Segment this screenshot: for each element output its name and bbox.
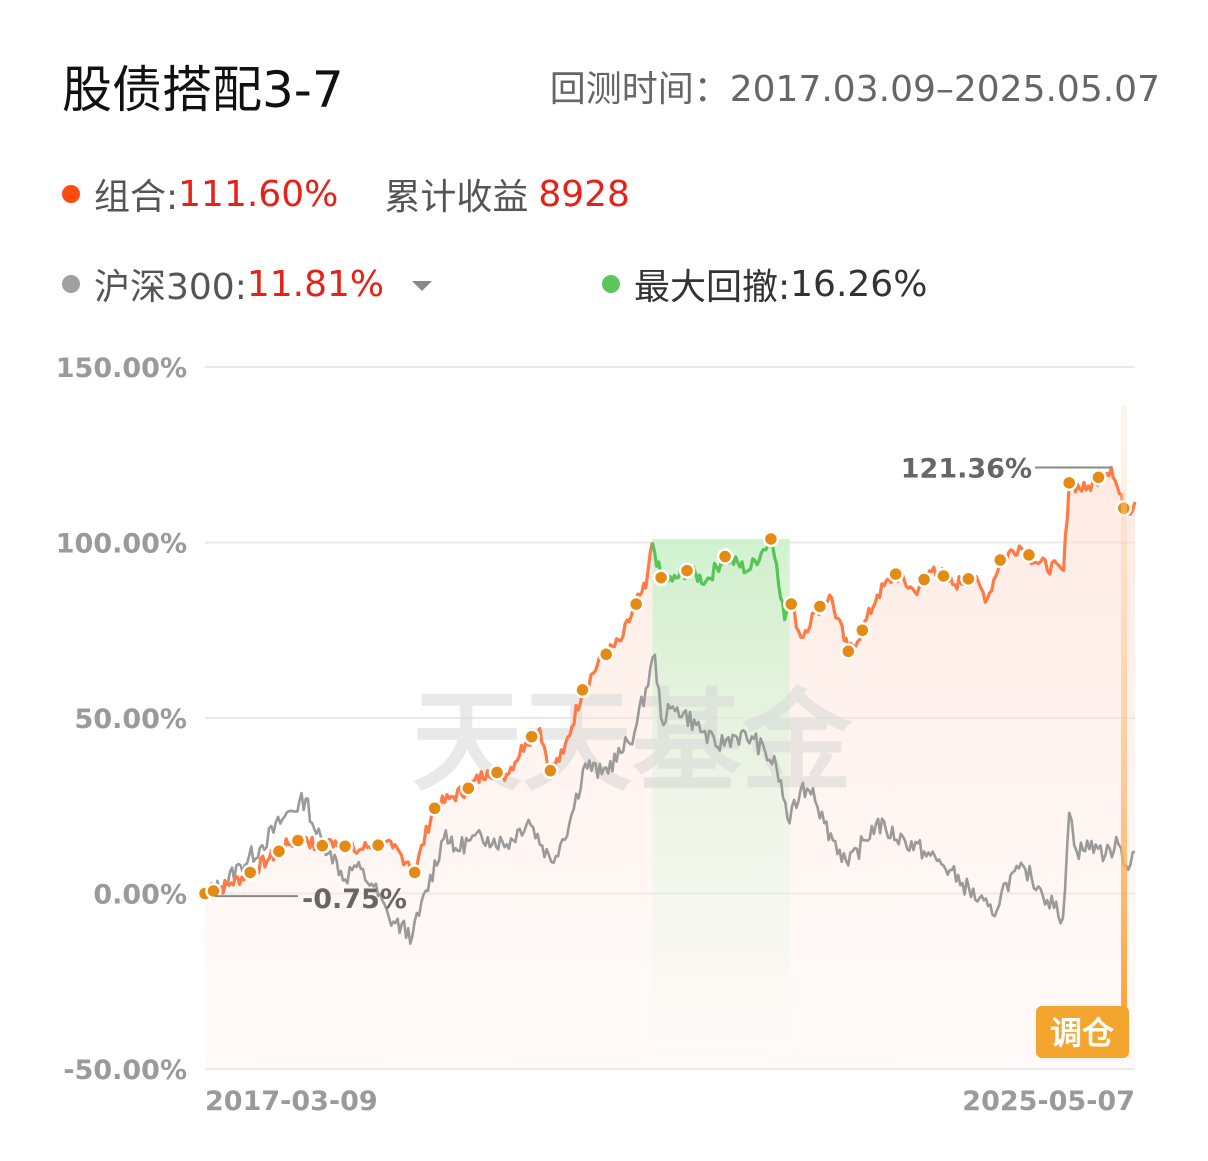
rebalance-marker — [314, 837, 331, 854]
rebalance-marker — [574, 681, 591, 699]
rebalance-marker — [1020, 546, 1038, 564]
chart-annotations: 121.36% -0.75% — [214, 454, 1112, 915]
page-title: 股债搭配3-7 — [62, 61, 344, 119]
rebalance-marker — [960, 570, 977, 588]
rebalance-badge — [1036, 1006, 1129, 1058]
rebalance-marker — [991, 551, 1009, 569]
rebalance-marker — [854, 622, 871, 639]
portfolio-name: 组合: — [94, 177, 179, 218]
rebalance-marker — [716, 548, 734, 565]
rebalance-marker — [426, 799, 443, 817]
rebalance-marker — [782, 595, 800, 613]
rebalance-marker — [460, 779, 477, 797]
min-annotation: -0.75% — [302, 884, 407, 915]
rebalance-marker — [935, 567, 952, 585]
performance-chart[interactable]: 天天基金 121.36%-0.75% 150.00%100.00%50.00%0… — [0, 330, 1208, 1130]
y-tick-label: 0.00% — [93, 880, 187, 911]
y-tick-label: -50.00% — [63, 1055, 187, 1086]
rebalance-marker — [270, 843, 288, 860]
drawdown-band — [652, 538, 790, 1049]
legend-benchmark[interactable]: 沪深300: 11.81% — [62, 258, 433, 310]
cumulative-income-value: 8928 — [538, 173, 630, 215]
rebalance-badge-label: 调仓 — [1050, 1014, 1115, 1052]
x-tick-label: 2017-03-09 — [205, 1086, 378, 1117]
rebalance-marker — [678, 562, 696, 579]
rebalance-marker — [488, 764, 506, 781]
x-tick-label: 2025-05-07 — [962, 1086, 1135, 1117]
benchmark-dot-icon — [62, 275, 80, 293]
backtest-period: 回测时间：2017.03.09–2025.05.07 — [549, 69, 1160, 110]
portfolio-dot-icon — [62, 185, 80, 203]
y-tick-label: 150.00% — [56, 353, 187, 384]
rebalance-marker — [597, 646, 615, 663]
chart-axes: 150.00% 100.00% 50.00% 0.00% -50.00% 2017-03-… — [56, 353, 1135, 1117]
drawdown-name: 最大回撤: — [634, 267, 791, 308]
drawdown-shade — [652, 538, 790, 1049]
rebalance-marker — [811, 598, 829, 615]
rebalance-marker — [627, 595, 645, 613]
rebalance-markers — [196, 469, 1133, 902]
drawdown-dot-icon — [602, 275, 620, 293]
rebalance-marker — [369, 836, 387, 854]
max-annotation: 121.36% — [901, 454, 1032, 485]
rebalance-marker — [289, 832, 307, 849]
rebalance-marker — [840, 643, 857, 660]
y-tick-label: 50.00% — [75, 704, 187, 735]
rebalance-marker — [1090, 469, 1107, 486]
legend-portfolio: 组合: 111.60% 累计收益 8928 — [62, 168, 630, 220]
rebalance-marker — [915, 571, 933, 588]
rebalance-marker — [887, 565, 904, 583]
rebalance-marker — [336, 837, 354, 855]
benchmark-return: 11.81% — [246, 263, 385, 305]
rebalance-marker — [406, 864, 423, 881]
rebalance-marker — [1060, 474, 1078, 492]
chart-cursor[interactable]: 调仓 — [1036, 405, 1129, 1058]
rebalance-marker — [542, 762, 559, 779]
rebalance-marker — [241, 864, 259, 881]
cursor-line — [1121, 405, 1127, 1051]
cumulative-income-label: 累计收益 — [384, 177, 529, 218]
chevron-down-icon[interactable] — [412, 281, 433, 291]
rebalance-marker — [652, 569, 670, 586]
legend-drawdown: 最大回撤: 16.26% — [602, 258, 927, 310]
benchmark-line — [203, 653, 1136, 945]
portfolio-return: 111.60% — [178, 173, 339, 215]
rebalance-marker — [523, 728, 540, 745]
rebalance-marker — [205, 882, 222, 900]
y-tick-label: 100.00% — [56, 529, 187, 560]
drawdown-value: 16.26% — [790, 263, 928, 305]
rebalance-marker — [762, 530, 780, 548]
benchmark-name: 沪深300: — [94, 267, 247, 308]
